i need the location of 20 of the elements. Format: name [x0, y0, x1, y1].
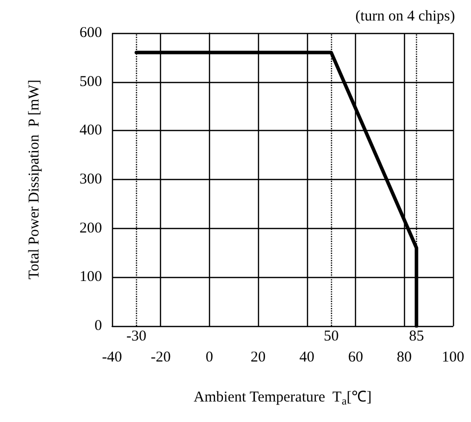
ref-line-label: 85 [408, 328, 424, 344]
x-tick-label: -40 [102, 350, 122, 366]
x-tick-label: 0 [206, 350, 214, 366]
x-tick-label: 100 [442, 350, 464, 366]
y-tick-label: 300 [80, 172, 102, 188]
y-tick-label: 600 [80, 25, 102, 41]
text: (turn on 4 chips) [355, 8, 456, 24]
x-tick-label: -20 [150, 350, 171, 366]
x-tick-label: 20 [250, 350, 266, 366]
x-tick-label: 80 [396, 350, 412, 366]
x-tick-label: 40 [299, 350, 314, 366]
y-axis-title: Total Power Dissipation P [mW] [26, 80, 42, 280]
y-tick-label: 500 [80, 74, 102, 90]
ref-line-label: 50 [324, 328, 339, 344]
y-tick-label: 200 [80, 220, 102, 236]
y-tick-label: 100 [80, 269, 102, 286]
y-tick-label: 0 [94, 318, 102, 334]
x-tick-label: 60 [348, 350, 364, 366]
y-tick-label: 400 [80, 122, 102, 139]
ref-line-label: -30 [126, 328, 146, 344]
